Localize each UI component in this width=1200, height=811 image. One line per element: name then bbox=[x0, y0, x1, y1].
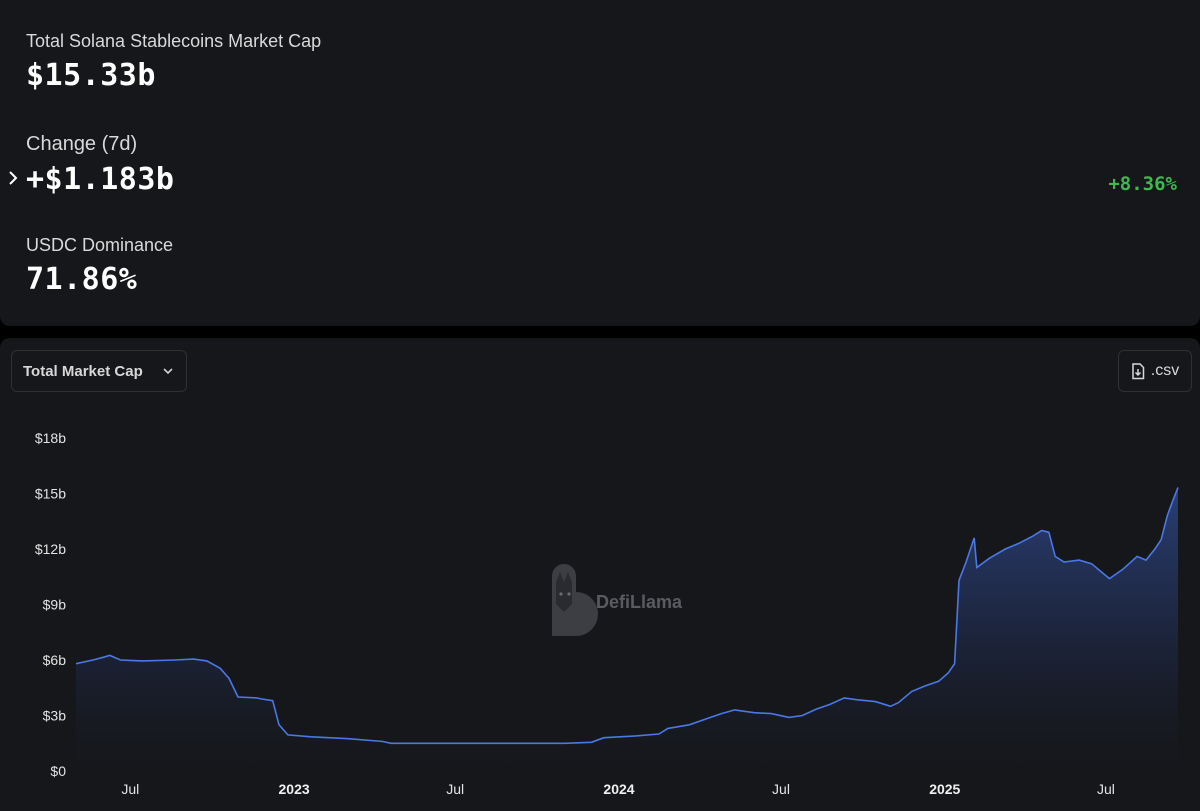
x-tick-label: 2025 bbox=[929, 781, 960, 797]
download-csv-label: .csv bbox=[1150, 362, 1180, 379]
y-tick-label: $9b bbox=[43, 597, 67, 613]
market-cap-line bbox=[75, 487, 1179, 745]
chart-plot: $0$3b$6b$9b$12b$15b$18b Jul 2023 Jul 2024 Ju… bbox=[35, 430, 1179, 797]
market-cap-label: Total Solana Stablecoins Market Cap bbox=[26, 31, 322, 51]
y-tick-label: $0 bbox=[50, 763, 66, 779]
x-tick-label: 2024 bbox=[603, 781, 634, 797]
stats-card: Total Solana Stablecoins Market Cap $15.… bbox=[0, 0, 1200, 326]
x-tick-label: Jul bbox=[772, 781, 790, 797]
change-percent-badge: +8.36% bbox=[1108, 173, 1177, 195]
y-tick-label: $15b bbox=[35, 486, 66, 502]
watermark-text: DefiLlama bbox=[596, 592, 683, 612]
defillama-watermark: DefiLlama bbox=[552, 564, 683, 636]
x-tick-label: 2023 bbox=[279, 781, 310, 797]
chevron-right-icon[interactable] bbox=[6, 168, 20, 188]
chart-type-dropdown-label: Total Market Cap bbox=[23, 362, 143, 380]
x-tick-label: Jul bbox=[1097, 781, 1115, 797]
market-cap-area bbox=[76, 487, 1178, 771]
download-csv-button[interactable]: .csv bbox=[1118, 350, 1192, 392]
chevron-down-icon bbox=[163, 368, 173, 375]
dominance-value: 71.86% bbox=[26, 262, 138, 297]
x-axis: Jul 2023 Jul 2024 Jul 2025 Jul bbox=[121, 781, 1115, 797]
market-cap-value: $15.33b bbox=[26, 58, 156, 93]
llama-logo-icon bbox=[552, 564, 598, 636]
change-value: +$1.183b bbox=[26, 162, 175, 197]
x-tick-label: Jul bbox=[446, 781, 464, 797]
y-tick-label: $3b bbox=[43, 708, 67, 724]
y-axis: $0 $3b $6b $9b $12b $15b $18b bbox=[35, 430, 66, 779]
chart-card: Total Market Cap .csv $0 $3b $6b $9b $12b $15… bbox=[0, 338, 1200, 811]
file-download-icon bbox=[1132, 362, 1145, 379]
y-tick-label: $6b bbox=[43, 652, 67, 668]
change-label: Change (7d) bbox=[26, 133, 138, 155]
dominance-label: USDC Dominance bbox=[26, 235, 174, 255]
y-tick-label: $18b bbox=[35, 430, 66, 446]
y-tick-label: $12b bbox=[35, 541, 66, 557]
x-tick-label: Jul bbox=[121, 781, 139, 797]
chart-type-dropdown[interactable]: Total Market Cap bbox=[11, 350, 187, 392]
